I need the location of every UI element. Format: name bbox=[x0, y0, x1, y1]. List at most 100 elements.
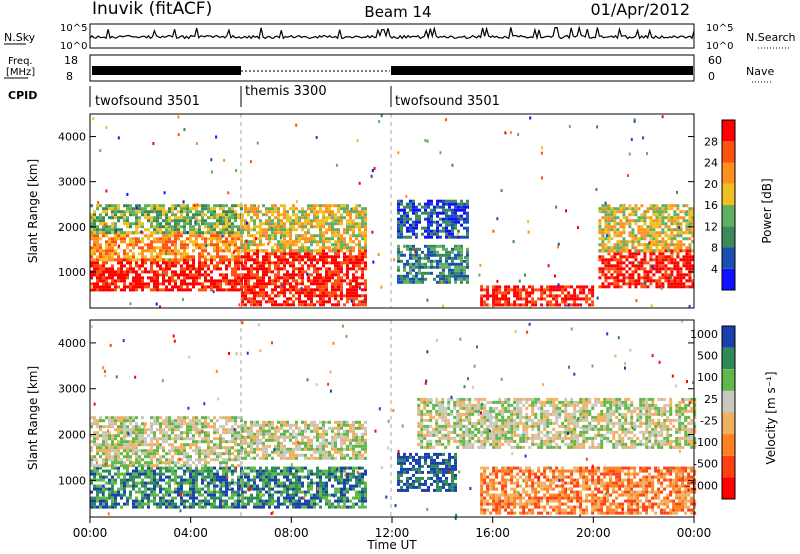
nave-tick-0: 0 bbox=[708, 70, 715, 83]
heatmap-cell-0-8 bbox=[628, 285, 632, 289]
heatmap-cell-1-1 bbox=[237, 443, 240, 447]
heatmap-cell-1-1 bbox=[201, 416, 204, 420]
heatmap-cell-0-4 bbox=[292, 249, 295, 253]
heatmap-cell-0-0 bbox=[195, 273, 198, 277]
heatmap-cell-0-3 bbox=[316, 279, 319, 283]
heatmap-cell-0-1 bbox=[219, 249, 222, 253]
heatmap-cell-0-7 bbox=[576, 303, 580, 307]
heatmap-cell-1-2 bbox=[262, 481, 265, 485]
heatmap-cell-0-4 bbox=[307, 231, 310, 235]
heatmap-cell-1-1 bbox=[213, 425, 216, 429]
heatmap-cell-0-1 bbox=[186, 243, 189, 247]
heatmap-cell-0-3 bbox=[241, 291, 244, 295]
heatmap-cell-0-3 bbox=[274, 252, 277, 256]
heatmap-cell-0-6 bbox=[466, 226, 469, 230]
heatmap-cell-0-2 bbox=[153, 228, 156, 232]
heatmap-cell-1-0 bbox=[195, 490, 198, 494]
heatmap-cell-0-5 bbox=[430, 244, 433, 248]
heatmap-cell-0-0 bbox=[183, 270, 186, 274]
heatmap-cell-1-0 bbox=[213, 490, 216, 494]
heatmap-cell-1-0 bbox=[156, 505, 159, 509]
heatmap-cell-1-0 bbox=[117, 466, 120, 470]
heatmap-cell-1-0 bbox=[198, 505, 201, 509]
heatmap-cell-0-8 bbox=[646, 270, 650, 274]
heatmap-cell-1-0 bbox=[108, 481, 111, 485]
heatmap-cell-1-0 bbox=[141, 484, 144, 488]
heatmap-cell-0-5 bbox=[454, 280, 457, 284]
heatmap-cell-0-0 bbox=[234, 285, 237, 289]
heatmap-cell-0-9 bbox=[631, 243, 635, 247]
heatmap-cell-0-2 bbox=[153, 231, 156, 235]
heatmap-cell-0-5 bbox=[445, 256, 448, 260]
heatmap-cell-0-8 bbox=[619, 273, 623, 277]
heatmap-cell-0-3 bbox=[337, 252, 340, 256]
heatmap-cell-0-3 bbox=[334, 303, 337, 307]
heatmap-cell-0-3 bbox=[337, 282, 340, 286]
heatmap-cell-0-3 bbox=[256, 264, 259, 268]
heatmap-cell-1-0 bbox=[177, 493, 180, 497]
heatmap-cell-0-0 bbox=[168, 264, 171, 268]
heatmap-cell-0-9 bbox=[661, 213, 665, 217]
heatmap-cell-0-2 bbox=[237, 231, 240, 235]
heatmap-cell-0-0 bbox=[156, 276, 159, 280]
heatmap-cell-0-1 bbox=[111, 240, 114, 244]
heatmap-cell-0-4 bbox=[331, 219, 334, 223]
heatmap-cell-1-1 bbox=[159, 461, 162, 465]
heatmap-cell-0-1 bbox=[93, 252, 96, 256]
heatmap-cell-0-3 bbox=[274, 276, 277, 280]
heatmap-cell-0-4 bbox=[310, 204, 313, 208]
heatmap-cell-0-5 bbox=[415, 277, 418, 281]
heatmap-cell-0-3 bbox=[253, 291, 256, 295]
heatmap-cell-0-4 bbox=[358, 234, 361, 238]
heatmap-cell-0-2 bbox=[147, 210, 150, 214]
heatmap-cell-0-9 bbox=[643, 234, 647, 238]
heatmap-cell-1-0 bbox=[132, 478, 135, 482]
heatmap-cell-1-1 bbox=[144, 440, 147, 444]
heatmap-cell-1-0 bbox=[114, 496, 117, 500]
heatmap-cell-0-4 bbox=[358, 213, 361, 217]
heatmap-cell-0-5 bbox=[418, 256, 421, 260]
heatmap-cell-0-1 bbox=[114, 240, 117, 244]
heatmap-cell-0-8 bbox=[628, 276, 632, 280]
heatmap-cell-0-3 bbox=[310, 273, 313, 277]
heatmap-cell-1-1 bbox=[90, 416, 93, 420]
heatmap-cell-0-8 bbox=[685, 249, 689, 253]
heatmap-cell-0-3 bbox=[343, 258, 346, 262]
heatmap-cell-0-4 bbox=[346, 246, 349, 250]
heatmap-cell-0-2 bbox=[192, 225, 195, 229]
heatmap-cell-0-8 bbox=[610, 267, 614, 271]
heatmap-cell-1-1 bbox=[177, 461, 180, 465]
heatmap-cell-0-4 bbox=[247, 222, 250, 226]
heatmap-cell-1-0 bbox=[210, 490, 213, 494]
heatmap-cell-0-0 bbox=[99, 279, 102, 283]
heatmap-cell-0-9 bbox=[652, 219, 656, 223]
heatmap-cell-1-1 bbox=[147, 434, 150, 438]
heatmap-cell-0-6 bbox=[427, 205, 430, 209]
heatmap-cell-1-0 bbox=[237, 478, 240, 482]
heatmap-cell-0-7 bbox=[519, 297, 523, 301]
heatmap-cell-0-1 bbox=[150, 243, 153, 247]
heatmap-cell-0-9 bbox=[634, 237, 638, 241]
heatmap-cell-0-3 bbox=[301, 273, 304, 277]
heatmap-cell-1-0 bbox=[228, 469, 231, 473]
heatmap-cell-0-0 bbox=[132, 282, 135, 286]
heatmap-cell-0-8 bbox=[688, 255, 692, 259]
heatmap-cell-0-9 bbox=[607, 240, 611, 244]
heatmap-cell-0-2 bbox=[117, 216, 120, 220]
heatmap-cell-0-9 bbox=[661, 210, 665, 214]
heatmap-cell-0-1 bbox=[117, 237, 120, 241]
heatmap-cell-1-1 bbox=[132, 464, 135, 468]
heatmap-cell-0-7 bbox=[576, 294, 580, 298]
heatmap-cell-0-0 bbox=[156, 264, 159, 268]
heatmap-cell-0-3 bbox=[253, 303, 256, 307]
heatmap-cell-0-4 bbox=[319, 225, 322, 229]
heatmap-cell-0-8 bbox=[631, 270, 635, 274]
heatmap-cell-0-4 bbox=[304, 246, 307, 250]
heatmap-cell-1-1 bbox=[207, 455, 210, 459]
heatmap-cell-0-4 bbox=[361, 210, 364, 214]
heatmap-cell-1-0 bbox=[147, 505, 150, 509]
heatmap-cell-0-6 bbox=[448, 220, 451, 224]
heatmap-cell-1-0 bbox=[96, 466, 99, 470]
heatmap-cell-0-1 bbox=[99, 252, 102, 256]
heatmap-cell-1-2 bbox=[268, 496, 271, 500]
